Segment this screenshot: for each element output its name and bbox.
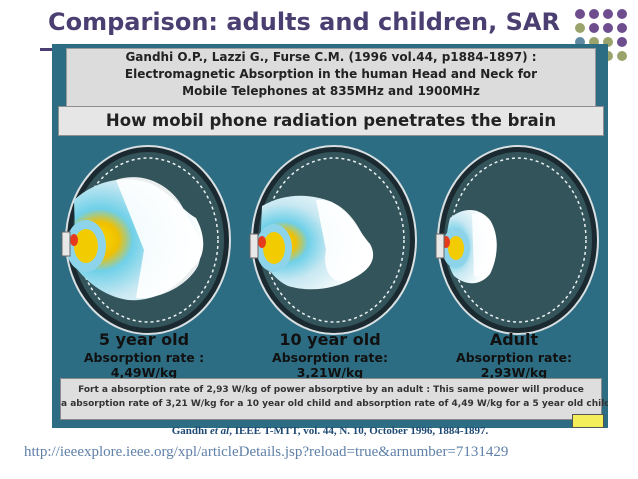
decorative-dot xyxy=(617,37,627,47)
figure-header-line3: Mobile Telephones at 835MHz and 1900MHz xyxy=(182,84,480,98)
decorative-dot xyxy=(575,9,585,19)
figure-caption-line2: a absorption rate of 3,21 W/kg for a 10 … xyxy=(61,399,608,409)
brain-scan-adult xyxy=(428,140,604,336)
decorative-dot xyxy=(575,23,585,33)
figure-header-line1: Gandhi O.P., Lazzi G., Furse C.M. (1996 … xyxy=(125,50,537,64)
panel-age-5-year-old: 5 year old xyxy=(98,330,190,349)
research-figure: Gandhi O.P., Lazzi G., Furse C.M. (1996 … xyxy=(52,44,608,428)
citation: Gandhi et al, IEEE T-MTT, vol. 44, N. 10… xyxy=(52,425,608,437)
panel-age-10-year-old: 10 year old xyxy=(279,330,381,349)
decorative-dot xyxy=(603,23,613,33)
citation-details: , IEEE T-MTT, vol. 44, N. 10, October 19… xyxy=(229,425,489,437)
citation-author: Gandhi xyxy=(171,425,210,437)
figure-header: Gandhi O.P., Lazzi G., Furse C.M. (1996 … xyxy=(66,48,596,110)
decorative-dot xyxy=(589,9,599,19)
decorative-dot xyxy=(603,9,613,19)
yellow-marker xyxy=(572,414,604,428)
figure-subtitle: How mobil phone radiation penetrates the… xyxy=(58,106,604,136)
slide-title: Comparison: adults and children, SAR xyxy=(48,8,560,36)
panel-rate-adult: Absorption rate: 2,93W/kg xyxy=(456,350,572,380)
panel-age-adult: Adult xyxy=(489,330,539,349)
decorative-dot xyxy=(617,51,627,61)
figure-caption: Fort a absorption rate of 2,93 W/kg of p… xyxy=(60,378,608,420)
decorative-dot xyxy=(589,23,599,33)
figure-caption-line1: Fort a absorption rate of 2,93 W/kg of p… xyxy=(78,385,584,395)
brain-scan-10-year-old xyxy=(242,140,418,336)
figure-header-line2: Electromagnetic Absorption in the human … xyxy=(124,67,538,81)
panel-rate-10-year-old: Absorption rate: 3,21W/kg xyxy=(272,350,388,380)
decorative-dot xyxy=(617,9,627,19)
decorative-dot xyxy=(617,23,627,33)
brain-scan-5-year-old xyxy=(56,140,232,336)
panel-rate-5-year-old: Absorption rate : 4,49W/kg xyxy=(83,350,205,380)
source-url-link[interactable]: http://ieeexplore.ieee.org/xpl/articleDe… xyxy=(24,444,509,460)
citation-etal: et al xyxy=(209,425,230,437)
